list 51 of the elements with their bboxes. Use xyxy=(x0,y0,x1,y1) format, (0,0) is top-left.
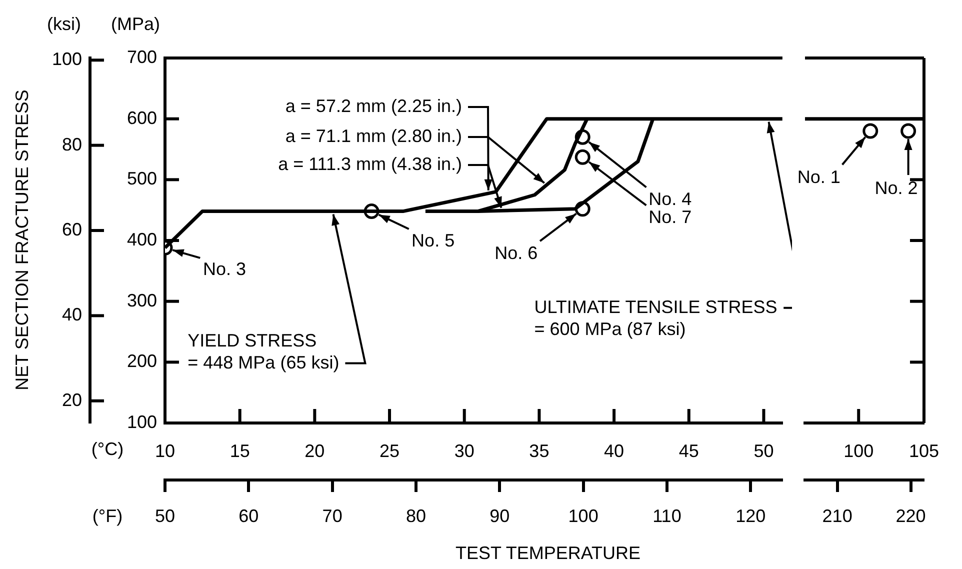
y-axis-title: (MPa) xyxy=(111,14,160,34)
y2-tick-label: 100 xyxy=(52,49,82,70)
x2-tick-label: 90 xyxy=(490,506,510,526)
annotation: No. 5 xyxy=(412,230,455,250)
x-tick-label: 10 xyxy=(154,440,176,461)
x-tick-label: 15 xyxy=(230,440,250,461)
annotation: No. 7 xyxy=(648,207,692,228)
y2-tick-label: 60 xyxy=(62,219,82,240)
text: a = 71.1 mm (2.80 in.) xyxy=(285,126,462,146)
x-tick-label: 30 xyxy=(454,440,474,461)
x-tick-label: 100 xyxy=(844,440,874,461)
x2-tick-label: 110 xyxy=(652,506,682,526)
y2-tick-label: 40 xyxy=(62,304,82,325)
x-axis-title: (°C) xyxy=(91,438,124,459)
y-tick-label: 100 xyxy=(126,412,157,432)
x-tick-label: 25 xyxy=(380,440,400,461)
x2-tick-label: 210 xyxy=(822,506,852,526)
text: a = 57.2 mm (2.25 in.) xyxy=(285,96,462,116)
text: a = 111.3 mm (4.38 in.) xyxy=(278,154,462,174)
annotation: No. 2 xyxy=(874,178,918,198)
text: NET SECTION FRACTURE STRESS xyxy=(11,88,33,392)
x-tick-label: 50 xyxy=(754,440,774,461)
y2-tick-label: 20 xyxy=(62,390,82,410)
x-tick-label: 35 xyxy=(529,440,550,461)
x2-tick-label: 220 xyxy=(896,506,926,526)
y-tick-label: 200 xyxy=(126,351,157,372)
annotation: No. 4 xyxy=(648,189,692,210)
x2-tick-label: 80 xyxy=(406,506,426,526)
x2-axis-title: (°F) xyxy=(92,506,123,526)
annotation: YIELD STRESS = 448 MPa (65 ksi) xyxy=(188,330,340,372)
y-tick-label: 700 xyxy=(126,46,157,67)
annotation: ULTIMATE TENSILE STRESS = 600 MPa (87 ksi) xyxy=(534,296,778,339)
annotation: No. 3 xyxy=(203,258,246,279)
x-tick-label: 45 xyxy=(678,440,699,461)
annotation: No. 6 xyxy=(494,242,538,263)
x-tick-label: 40 xyxy=(604,440,624,461)
annotation: No. 1 xyxy=(797,166,840,187)
y2-tick-label: 80 xyxy=(62,134,82,154)
x2-tick-label: 120 xyxy=(736,506,766,526)
x-tick-label: 20 xyxy=(304,440,325,461)
y-tick-label: 300 xyxy=(126,290,157,310)
y-tick-label: 500 xyxy=(126,168,157,189)
y-tick-label: 600 xyxy=(126,108,157,128)
x2-tick-label: 60 xyxy=(238,506,259,526)
x2-tick-label: 70 xyxy=(322,506,342,526)
text: TEST TEMPERATURE xyxy=(454,542,642,564)
x2-tick-label: 50 xyxy=(154,506,176,526)
y2-axis-title: (ksi) xyxy=(47,14,81,34)
x-tick-label: 105 xyxy=(908,440,940,461)
y-tick-label: 400 xyxy=(126,229,157,250)
x2-tick-label: 100 xyxy=(568,506,598,526)
